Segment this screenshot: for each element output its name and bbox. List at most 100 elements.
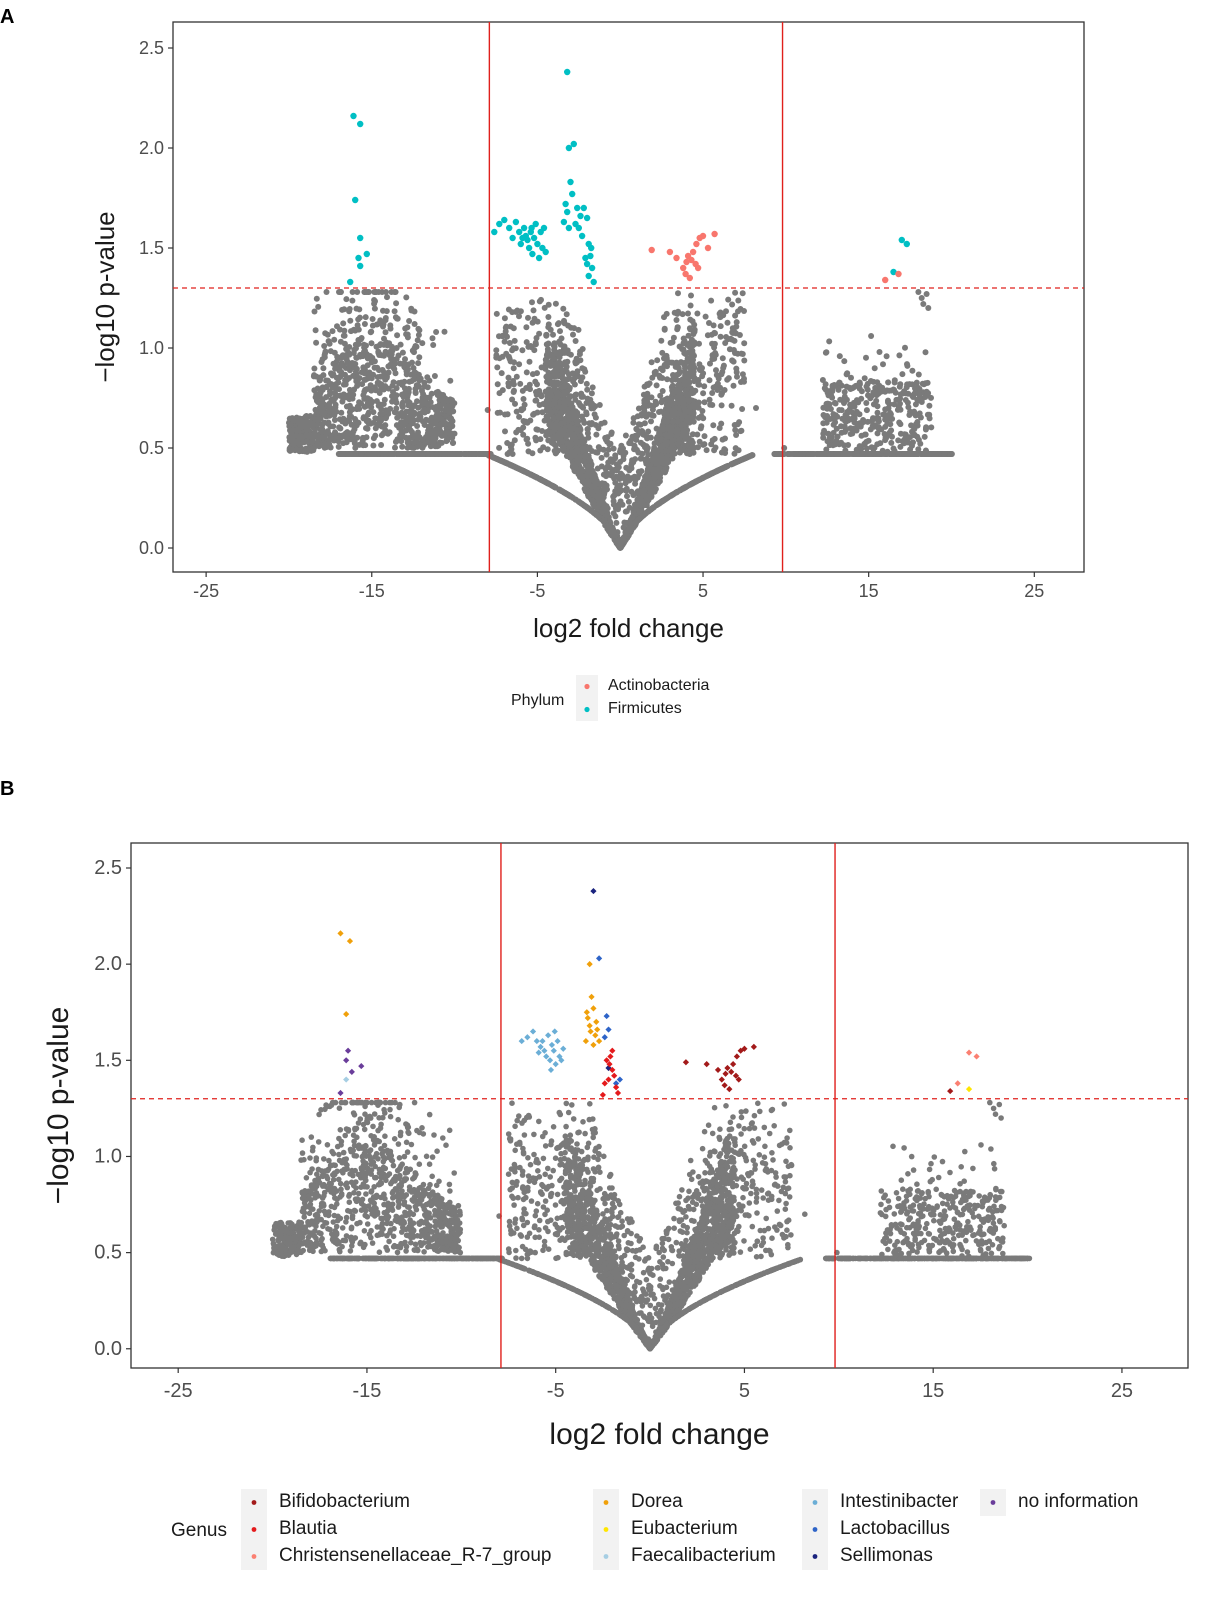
data-point: [319, 400, 326, 407]
data-point: [739, 290, 746, 297]
data-point: [441, 328, 448, 335]
data-point: [525, 314, 531, 321]
data-point: [373, 321, 380, 328]
data-point: [589, 508, 596, 515]
data-point: [360, 415, 367, 422]
data-point: [685, 332, 692, 339]
data-point: [386, 340, 393, 347]
data-point: [367, 382, 374, 389]
data-point: [341, 340, 348, 347]
data-point: [353, 354, 360, 361]
data-point: [687, 302, 694, 309]
data-point: [640, 391, 647, 398]
data-point: [610, 510, 617, 517]
data-point: [556, 486, 563, 493]
data-point: [519, 387, 526, 394]
data-point: [567, 393, 574, 400]
data-point: [505, 380, 512, 387]
data-point: [607, 472, 614, 478]
data-point: [680, 485, 687, 492]
data-point: [331, 336, 338, 343]
data-point: [289, 446, 296, 453]
data-point: [695, 414, 702, 421]
data-point: [578, 393, 585, 400]
data-point: [709, 390, 716, 396]
data-point: [577, 453, 583, 460]
data-point: [577, 402, 584, 409]
data-point: [404, 334, 411, 341]
data-point: [405, 415, 412, 421]
data-point: [710, 422, 717, 429]
data-point: [688, 355, 695, 362]
data-point: [688, 415, 694, 422]
data-point: [642, 458, 649, 465]
data-point: [686, 407, 693, 414]
data-point: [534, 381, 540, 388]
data-point: [561, 320, 568, 327]
data-point: [578, 500, 585, 507]
data-point: [534, 426, 541, 433]
data-point: [566, 374, 573, 381]
data-point: [641, 432, 648, 438]
data-point: [663, 310, 670, 317]
data-point: [390, 379, 397, 386]
data-point: [631, 446, 638, 453]
data-point: [673, 317, 680, 323]
data-point: [360, 365, 367, 372]
data-point: [310, 445, 317, 452]
data-point: [638, 439, 644, 446]
data-point: [676, 410, 683, 417]
data-point: [903, 451, 909, 457]
data-point: [394, 315, 401, 322]
data-point: [733, 319, 740, 326]
data-point: [543, 359, 550, 366]
data-point: [834, 451, 841, 457]
data-point: [393, 399, 400, 406]
data-point: [528, 471, 535, 478]
data-point: [709, 402, 716, 408]
data-point: [516, 413, 523, 420]
data-point: [338, 409, 345, 416]
data-point: [356, 399, 363, 406]
data-point: [717, 333, 724, 340]
data-point: [816, 451, 823, 457]
data-point: [605, 446, 612, 453]
data-point: [430, 442, 437, 449]
data-point: [494, 381, 501, 388]
data-point: [662, 458, 669, 465]
data-point: [421, 409, 428, 416]
data-point: [479, 451, 486, 457]
data-point: [685, 310, 691, 317]
data-point: [347, 317, 354, 324]
data-point: [533, 389, 539, 395]
data-point: [346, 351, 353, 358]
data-point: [561, 391, 568, 398]
data-point: [659, 349, 666, 356]
data-point: [431, 373, 438, 379]
data-point: [325, 338, 332, 345]
data-point: [365, 417, 372, 424]
data-point: [685, 378, 692, 385]
data-point: [543, 407, 550, 414]
data-point: [738, 427, 745, 434]
data-point: [589, 384, 596, 391]
data-point: [619, 537, 625, 544]
data-point: [723, 308, 729, 315]
data-point: [371, 289, 378, 295]
data-point: [419, 444, 426, 451]
data-point: [338, 361, 345, 368]
data-point: [598, 454, 605, 461]
background-points: [286, 289, 955, 551]
data-point: [502, 411, 508, 418]
data-point: [356, 405, 363, 412]
data-point: [593, 431, 600, 438]
data-point: [346, 402, 353, 409]
data-point: [425, 451, 432, 457]
data-point: [610, 498, 617, 505]
data-point: [608, 429, 615, 436]
data-point: [289, 427, 296, 434]
panel-letter-b: B: [0, 778, 15, 800]
data-point: [620, 452, 627, 459]
data-point: [371, 300, 378, 307]
